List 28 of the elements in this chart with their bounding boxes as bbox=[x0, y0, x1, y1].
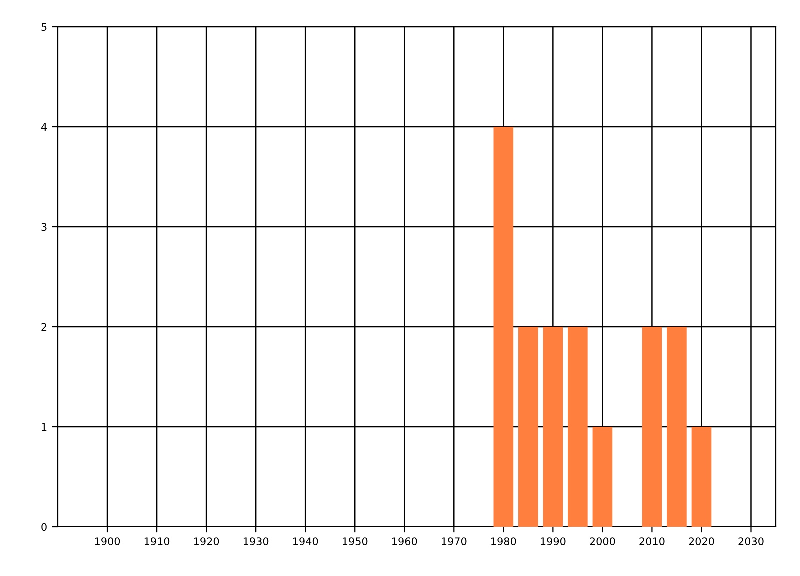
y-tick-label: 4 bbox=[41, 123, 47, 131]
y-tick-label: 3 bbox=[42, 223, 47, 232]
bar bbox=[518, 327, 538, 527]
bar bbox=[667, 327, 687, 527]
x-tick-label: 1970 bbox=[442, 538, 467, 546]
x-tick-label: 1990 bbox=[541, 538, 566, 546]
bar bbox=[592, 427, 613, 527]
bar bbox=[543, 327, 564, 527]
bar bbox=[642, 327, 662, 527]
x-tick-label: 1940 bbox=[293, 538, 318, 546]
x-tick-label: 1900 bbox=[95, 538, 120, 546]
bar bbox=[494, 127, 514, 527]
x-tick-label: 2020 bbox=[689, 538, 714, 546]
x-tick-label: 1960 bbox=[392, 538, 418, 546]
y-tick-label: 5 bbox=[42, 23, 47, 32]
x-tick-label: 1950 bbox=[342, 538, 368, 546]
x-tick-label: 2030 bbox=[738, 538, 764, 546]
bar bbox=[568, 327, 588, 527]
y-tick-label: 1 bbox=[42, 423, 47, 431]
x-tick-label: 1920 bbox=[194, 538, 220, 546]
x-tick-label: 1980 bbox=[492, 538, 516, 546]
y-tick-label: 2 bbox=[42, 323, 47, 331]
x-tick-label: 1910 bbox=[144, 538, 170, 546]
x-tick-label: 2010 bbox=[640, 538, 665, 546]
x-tick-label: 1930 bbox=[244, 538, 269, 546]
y-tick-label: 0 bbox=[42, 523, 47, 532]
bar bbox=[692, 427, 712, 527]
x-tick-label: 2000 bbox=[590, 538, 616, 546]
